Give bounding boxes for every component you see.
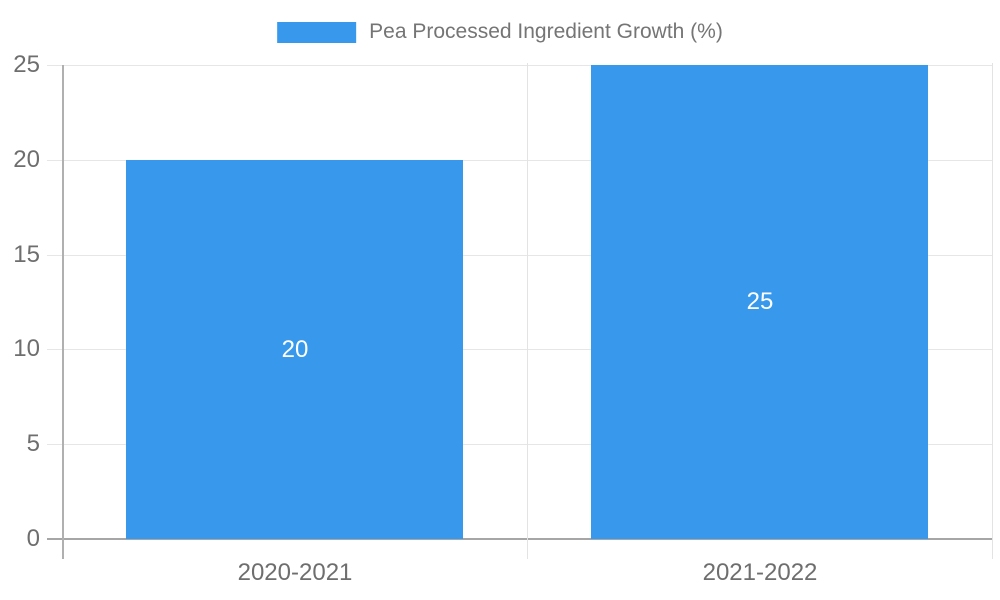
y-tick-label: 15 — [13, 241, 40, 268]
y-tick-label: 0 — [26, 525, 40, 552]
y-tick-label: 25 — [13, 51, 40, 78]
bar-value-label: 25 — [746, 288, 774, 315]
y-gridline — [47, 349, 992, 350]
legend-label: Pea Processed Ingredient Growth (%) — [369, 20, 723, 43]
legend-swatch — [277, 21, 357, 43]
y-gridline — [47, 160, 992, 161]
bar[interactable] — [126, 160, 463, 539]
y-gridline — [47, 65, 992, 66]
y-tick-label: 10 — [13, 335, 40, 362]
category-divider-line — [527, 63, 528, 559]
y-axis-line — [62, 65, 64, 559]
category-divider-line — [992, 63, 993, 559]
x-axis-baseline — [47, 538, 992, 540]
y-gridline — [47, 444, 992, 445]
x-tick-label: 2020-2021 — [237, 559, 353, 586]
y-tick-label: 20 — [13, 146, 40, 173]
legend: Pea Processed Ingredient Growth (%) — [277, 20, 723, 44]
x-tick-label: 2021-2022 — [702, 559, 818, 586]
bar-value-label: 20 — [281, 336, 309, 363]
y-tick-label: 5 — [26, 430, 40, 457]
bar[interactable] — [591, 65, 928, 539]
y-gridline — [47, 255, 992, 256]
